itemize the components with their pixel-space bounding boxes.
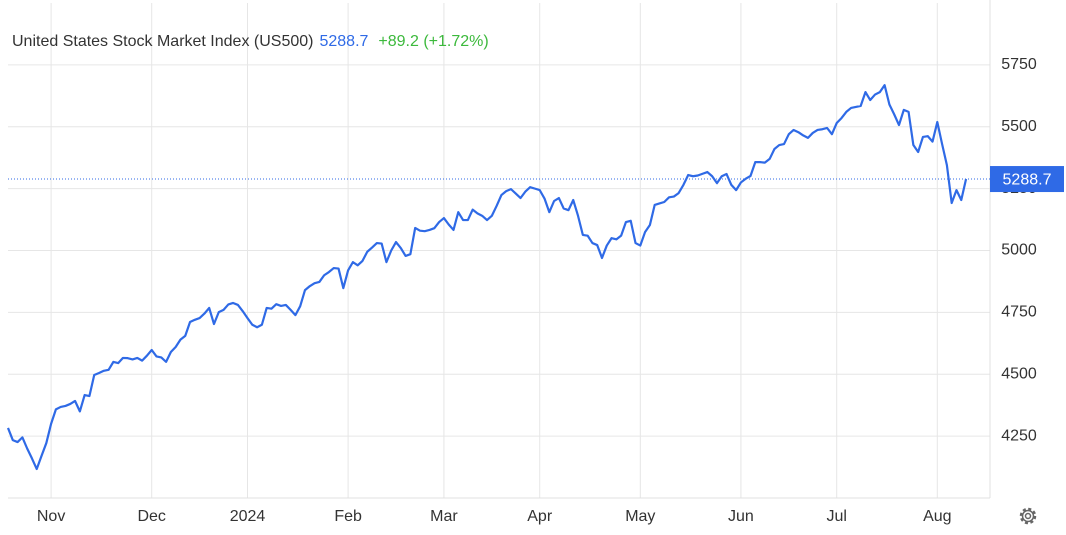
last-value-label: 5288.7 xyxy=(1003,171,1052,188)
y-tick-label: 4250 xyxy=(1001,427,1037,444)
x-tick-label: Dec xyxy=(137,508,165,525)
x-tick-label: Mar xyxy=(430,508,458,525)
grid xyxy=(8,3,990,498)
x-tick-label: Nov xyxy=(37,508,65,525)
y-tick-label: 4500 xyxy=(1001,365,1037,382)
x-tick-label: Apr xyxy=(527,508,553,525)
change: +89.2 (+1.72%) xyxy=(378,33,488,50)
price-line xyxy=(6,84,968,471)
y-tick-label: 4750 xyxy=(1001,304,1037,321)
chart-title: United States Stock Market Index (US500)… xyxy=(12,33,489,50)
y-tick-label: 5500 xyxy=(1001,118,1037,135)
last-value-box xyxy=(990,166,1064,193)
last-value: 5288.7 xyxy=(319,33,368,50)
settings-button[interactable] xyxy=(1019,507,1037,525)
x-tick-label: Jun xyxy=(728,508,754,525)
y-tick-label: 5000 xyxy=(1001,242,1037,259)
title-text: United States Stock Market Index (US500) xyxy=(12,33,313,50)
x-tick-label: Aug xyxy=(923,508,951,525)
x-tick-label: May xyxy=(625,508,655,525)
x-tick-label: Jul xyxy=(826,508,846,525)
x-tick-label: Feb xyxy=(334,508,362,525)
y-tick-label: 5750 xyxy=(1001,56,1037,73)
x-tick-label: 2024 xyxy=(230,508,266,525)
